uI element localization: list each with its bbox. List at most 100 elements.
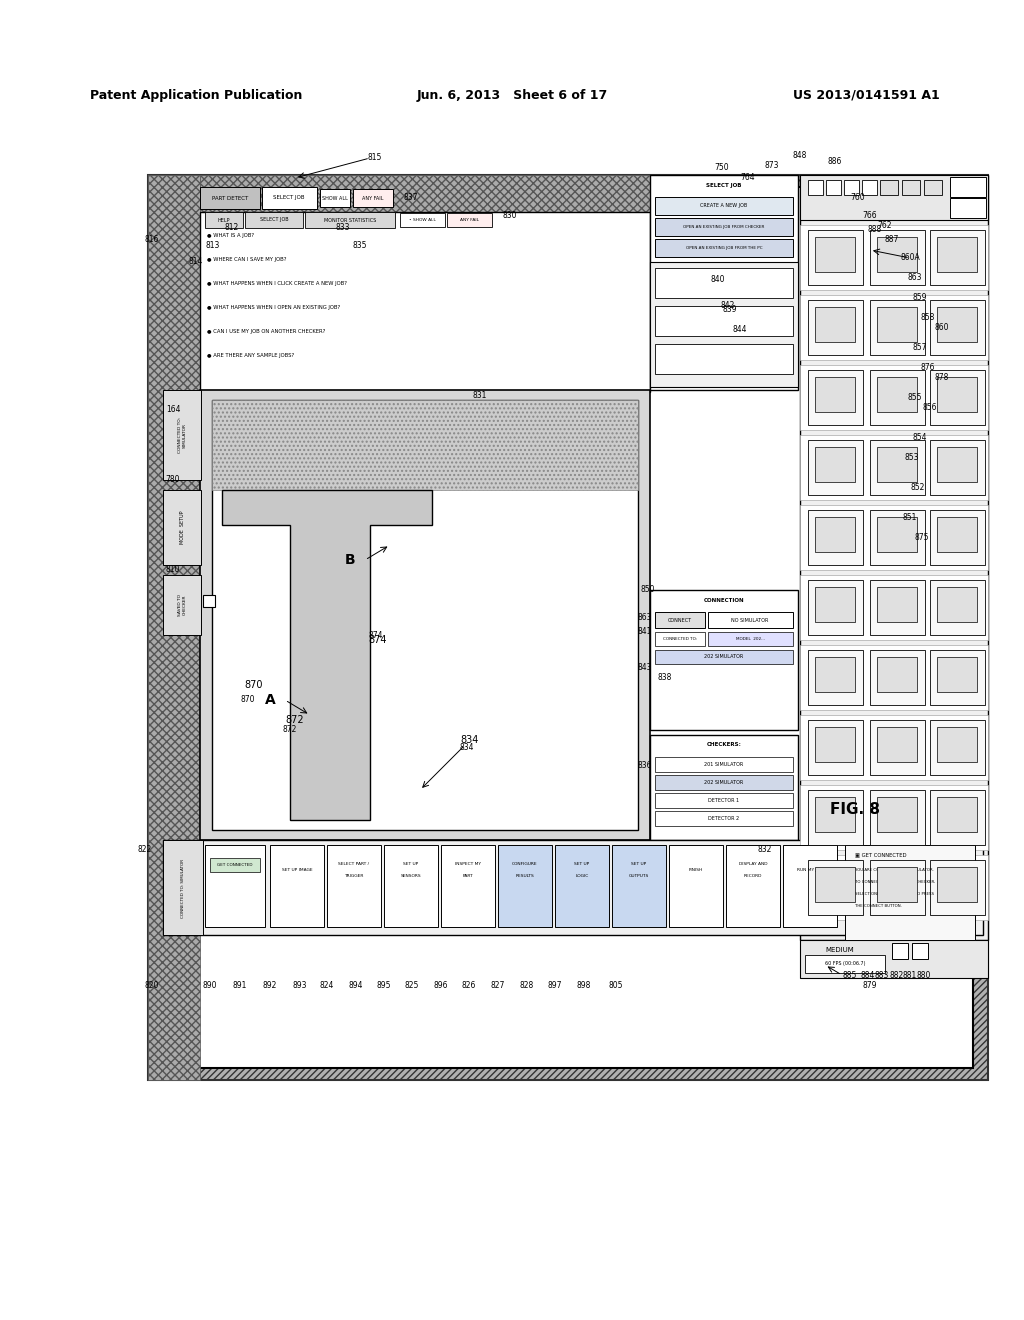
Bar	[650, 176, 798, 389]
Bar	[815, 797, 855, 832]
Bar	[815, 238, 855, 272]
Bar	[930, 230, 985, 285]
Bar	[870, 579, 925, 635]
Text: 853: 853	[905, 454, 920, 462]
Bar	[877, 727, 918, 762]
Text: 826: 826	[462, 981, 476, 990]
Text: 891: 891	[232, 981, 247, 990]
Text: SELECT ONE FROM THE LIST AND PRESS: SELECT ONE FROM THE LIST AND PRESS	[855, 892, 934, 896]
Text: DETECTOR 1: DETECTOR 1	[709, 797, 739, 803]
Text: 202 SIMULATOR: 202 SIMULATOR	[705, 780, 743, 784]
Text: ▣ GET CONNECTED: ▣ GET CONNECTED	[855, 853, 906, 858]
Bar	[870, 230, 925, 285]
Bar	[870, 510, 925, 565]
Text: 836: 836	[638, 760, 652, 770]
Bar	[800, 436, 988, 500]
Bar	[815, 308, 855, 342]
Text: 842: 842	[721, 301, 735, 309]
Bar	[930, 579, 985, 635]
Text: 837: 837	[403, 194, 418, 202]
Text: 766: 766	[862, 210, 878, 219]
Text: SET UP IMAGE: SET UP IMAGE	[282, 869, 312, 873]
Bar	[612, 845, 666, 927]
Text: SENSORS: SENSORS	[400, 874, 421, 878]
Bar	[815, 727, 855, 762]
Bar	[808, 719, 863, 775]
Bar	[669, 845, 723, 927]
Bar	[844, 180, 859, 195]
Text: 857: 857	[912, 343, 928, 352]
Text: CREATE A NEW JOB: CREATE A NEW JOB	[700, 203, 748, 209]
Bar	[800, 506, 988, 570]
Text: FIG. 8: FIG. 8	[830, 803, 880, 817]
Text: MODE  SETUP: MODE SETUP	[179, 511, 184, 544]
Bar	[800, 785, 988, 850]
Bar	[808, 789, 863, 845]
Text: 843: 843	[638, 664, 652, 672]
Bar	[708, 612, 793, 628]
Text: MONITOR STATISTICS: MONITOR STATISTICS	[324, 218, 376, 223]
Text: SELECT PART /: SELECT PART /	[339, 862, 370, 866]
Bar	[655, 810, 793, 826]
Bar	[877, 797, 918, 832]
Bar	[862, 180, 877, 195]
Bar	[845, 845, 975, 940]
Bar	[205, 845, 265, 927]
Text: ANY FAIL: ANY FAIL	[460, 218, 478, 222]
Text: 854: 854	[912, 433, 928, 442]
Bar	[163, 576, 201, 635]
Bar	[937, 238, 977, 272]
Bar	[877, 447, 918, 482]
Text: • SHOW ALL: • SHOW ALL	[409, 218, 435, 222]
Text: Patent Application Publication: Patent Application Publication	[90, 88, 302, 102]
Text: 881: 881	[903, 970, 918, 979]
Text: US 2013/0141591 A1: US 2013/0141591 A1	[794, 88, 940, 102]
Text: 894: 894	[349, 981, 364, 990]
Text: MEDIUM: MEDIUM	[825, 946, 854, 953]
Text: 832: 832	[758, 846, 772, 854]
Text: 834: 834	[460, 743, 474, 752]
Bar	[800, 294, 988, 360]
Bar	[815, 517, 855, 552]
Bar	[870, 370, 925, 425]
Bar	[400, 213, 445, 227]
Bar	[163, 389, 201, 480]
Text: SHOW ALL: SHOW ALL	[323, 195, 348, 201]
Text: SELECT JOB: SELECT JOB	[260, 218, 289, 223]
Text: 838: 838	[657, 673, 672, 682]
Bar	[937, 587, 977, 622]
Bar	[498, 845, 552, 927]
Bar	[930, 719, 985, 775]
Text: CONNECT: CONNECT	[668, 618, 692, 623]
Bar	[870, 649, 925, 705]
Text: 825: 825	[404, 981, 419, 990]
Text: SELECT JOB: SELECT JOB	[273, 195, 305, 201]
Text: CONNECTED TO: SIMULATOR: CONNECTED TO: SIMULATOR	[181, 858, 185, 917]
Text: 890: 890	[203, 981, 217, 990]
Bar	[210, 858, 260, 873]
Text: RECORD: RECORD	[743, 874, 762, 878]
Text: 860A: 860A	[900, 253, 920, 263]
Bar	[148, 176, 988, 1080]
Bar	[930, 789, 985, 845]
Bar	[800, 855, 988, 920]
Bar	[200, 389, 650, 840]
Text: YOU ARE CONNECTED TO A SIMULATOR.: YOU ARE CONNECTED TO A SIMULATOR.	[855, 869, 934, 873]
Bar	[912, 942, 928, 960]
Text: GET CONNECTED: GET CONNECTED	[217, 863, 253, 867]
Bar	[870, 789, 925, 845]
Text: 878: 878	[935, 374, 949, 383]
Bar	[200, 187, 260, 209]
Text: 764: 764	[740, 173, 756, 182]
Bar	[655, 306, 793, 337]
Bar	[655, 197, 793, 215]
Text: TRIGGER: TRIGGER	[344, 874, 364, 878]
Text: NO SIMULATOR: NO SIMULATOR	[731, 618, 769, 623]
Bar	[808, 861, 863, 915]
Bar	[726, 845, 780, 927]
Bar	[800, 224, 988, 290]
Bar	[650, 261, 798, 387]
Bar	[708, 632, 793, 645]
Text: 830: 830	[503, 210, 517, 219]
Text: SET UP: SET UP	[574, 862, 590, 866]
